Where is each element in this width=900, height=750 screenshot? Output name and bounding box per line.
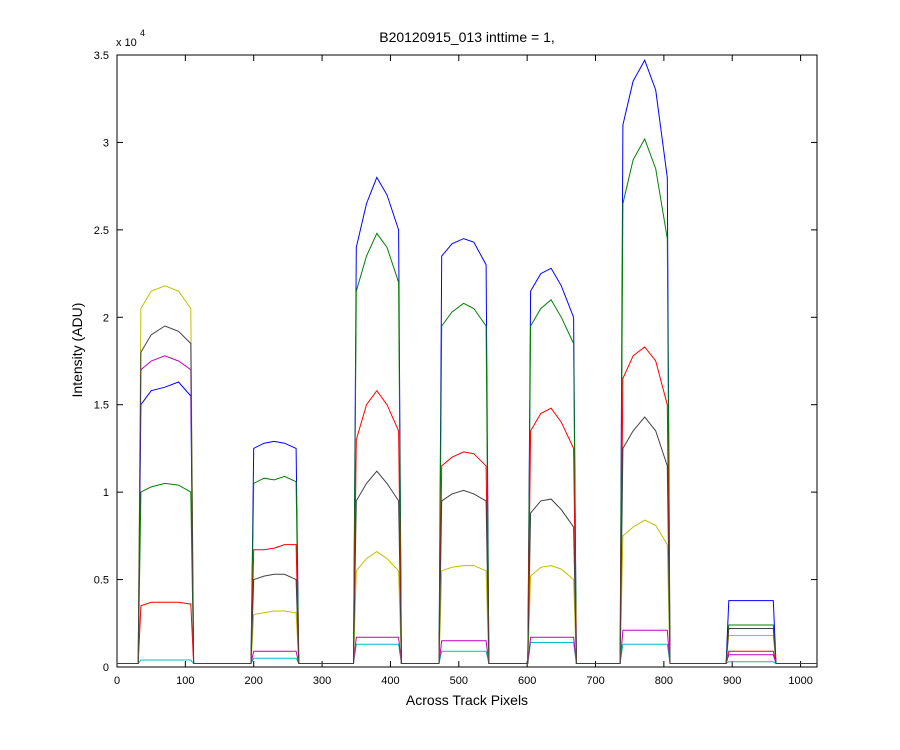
y-tick-label: 1.5	[94, 400, 109, 412]
series-line	[117, 137, 817, 664]
y-axis-label: Intensity (ADU)	[69, 303, 85, 398]
y-tick-label: 0	[103, 662, 109, 674]
plot-area: 0 100 200 300 400 500 600 700 800 900 1000 0 0.5 1 1.5…	[94, 50, 818, 687]
y-tick-label: 3.5	[94, 50, 109, 62]
y-tick-label: 3	[103, 137, 109, 149]
x-axis-label: Across Track Pixels	[406, 692, 528, 708]
series-line	[117, 325, 817, 664]
x-tick-label: 300	[313, 675, 331, 687]
x-tick-label: 200	[245, 675, 263, 687]
x-tick-label: 500	[450, 675, 468, 687]
chart-title: B20120915_013 inttime = 1,	[379, 29, 555, 45]
x-tick-label: 700	[586, 675, 604, 687]
y-tick-label: 2.5	[94, 225, 109, 237]
x-tick-label: 400	[381, 675, 399, 687]
y-tick-label: 0.5	[94, 575, 109, 587]
series-line	[117, 355, 817, 664]
y-tick-label: 1	[103, 487, 109, 499]
x-tick-label: 0	[114, 675, 120, 687]
x-tick-label: 800	[655, 675, 673, 687]
x-tick-label: 600	[518, 675, 536, 687]
x-tick-label: 1000	[788, 675, 812, 687]
y-exponent-base: x 10	[116, 37, 137, 49]
x-tick-label: 100	[176, 675, 194, 687]
x-tick-label: 900	[723, 675, 741, 687]
y-tick-label: 2	[103, 312, 109, 324]
y-exponent: 4	[140, 28, 145, 38]
plot-frame	[116, 54, 818, 668]
